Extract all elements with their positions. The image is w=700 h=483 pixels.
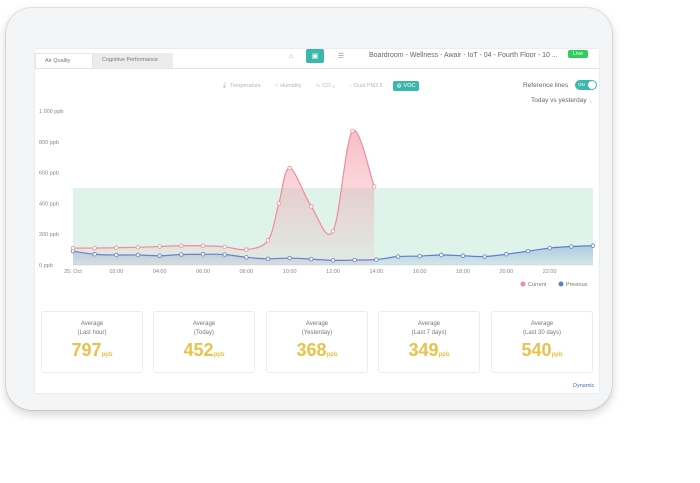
data-point-current [157,244,162,249]
data-point-previous [439,252,444,258]
x-tick-label: 06:00 [196,269,210,275]
comparison-dropdown[interactable]: Today vs yesterday ⌄ [531,97,593,104]
card-value: 349ppb [408,340,450,360]
card-value: 452ppb [183,340,225,360]
data-point-current [330,228,336,234]
data-point-previous [547,245,552,251]
x-tick-label: 10:00 [283,269,297,275]
reference-lines-toggle[interactable]: ON [575,80,597,90]
card-label: Average (Yesterday) [301,321,333,336]
data-point-current [287,165,292,171]
y-tick-label: 1 000 ppb [39,109,63,115]
card-label: Average (Today) [192,321,216,336]
data-point-previous [590,243,596,248]
tab-bar: Air Quality Cognitive Performance [35,53,173,69]
average-card-last-hour: Average (Last hour) 797ppb [41,311,143,373]
filter-dust[interactable]: ◌ Dust PM2.5 [348,83,383,89]
average-card-last-30-days: Average (Last 30 days) 540ppb [491,311,593,373]
filter-humidity[interactable]: ○ Humidity [274,83,302,89]
voc-icon: ◍ [396,83,402,89]
card-value: 540ppb [521,340,563,360]
card-label: Average (Last hour) [77,321,107,336]
data-point-previous [569,244,574,249]
y-tick-label: 800 ppb [39,140,59,146]
voc-chart: 1 000 ppb 800 ppb 600 ppb 400 ppb 200 ppb 0 p… [39,109,596,288]
data-point-current [135,245,141,250]
droplet-icon: ○ [274,83,279,89]
x-tick-label: 14:00 [369,269,383,275]
data-point-previous [395,254,401,259]
x-tick-label: 04:00 [153,269,167,275]
x-tick-label: 18:00 [456,269,470,275]
x-tick-label: 16:00 [413,269,427,275]
x-tick-label: 12:00 [326,269,340,275]
x-tick-label: 02:00 [109,269,123,275]
y-tick-label: 400 ppb [39,201,59,207]
y-tick-label: 200 ppb [39,232,59,238]
tab-air-quality[interactable]: Air Quality [35,53,93,69]
average-card-yesterday: Average (Yesterday) 368ppb [266,311,368,373]
data-point-current [350,128,355,134]
data-point-previous [482,254,487,259]
legend-label-previous: Previous [566,282,588,288]
card-label: Average (Last 30 days) [522,321,562,336]
x-tick-label: 08:00 [239,269,253,275]
average-card-last-7-days: Average (Last 7 days) 349ppb [378,311,480,373]
metric-filters: 🌡︎ Temperature ○ Humidity ∿ CO 2 ◌ Dust P… [217,81,420,91]
series-area-current [73,130,375,265]
card-value: 368ppb [296,340,338,360]
dashboard-screen: Air Quality Cognitive Performance ⌂ ▣ ☰ … [34,48,600,394]
x-tick-label: 20:00 [499,269,513,275]
filter-co2[interactable]: ∿ CO 2 [315,83,335,89]
y-tick-label: 600 ppb [39,171,59,177]
co2-icon: ∿ [315,83,321,89]
data-point-previous [525,248,531,254]
data-point-current [222,244,227,250]
legend-marker-previous [558,281,564,287]
data-point-previous [460,253,466,258]
legend-marker-current [520,281,526,287]
data-point-previous [417,253,422,259]
toggle-state: ON [578,82,585,87]
tablet-frame: Air Quality Cognitive Performance ⌂ ▣ ☰ … [6,8,612,410]
data-point-current [114,245,119,250]
data-point-current [200,243,206,248]
average-card-today: Average (Today) 452ppb [153,311,255,373]
card-value: 797ppb [71,340,113,360]
chevron-down-icon: ⌄ [588,98,593,104]
filter-temperature[interactable]: 🌡︎ Temperature [221,83,261,89]
device-title: Boardroom - Wellness - Awair - IoT - 04 … [369,52,558,59]
dynamic-label: Dynamic [573,383,595,389]
data-point-current [276,201,282,206]
home-icon[interactable]: ⌂ [288,52,294,60]
data-point-current [309,204,314,209]
tab-divider [35,68,599,69]
card-label: Average (Last 7 days) [411,321,447,336]
data-point-current [179,243,184,248]
data-point-current [371,184,377,189]
y-tick-label: 0 ppb [39,263,53,269]
x-tick-label: 25. Oct [64,269,82,275]
series-line-current [72,130,375,251]
x-tick-label: 22:00 [543,269,557,275]
filter-voc[interactable]: ◍ VOC [392,81,420,91]
data-point-previous [504,252,509,257]
data-point-current [265,238,271,243]
data-point-current [244,247,249,252]
dust-icon: ◌ [348,83,352,89]
toggle-knob [588,81,596,89]
comparison-label: Today vs yesterday [531,97,587,104]
sensor-icon[interactable]: ▣ [306,49,324,63]
thermometer-icon: 🌡︎ [221,83,228,89]
data-point-current [70,245,76,251]
reference-lines-label: Reference lines [523,82,569,89]
legend-label-current: Current [528,282,547,288]
data-point-current [92,245,97,251]
data-point-previous [374,257,379,262]
tab-cognitive-performance[interactable]: Cognitive Performance [93,53,173,68]
live-badge: Live [568,50,589,58]
list-icon[interactable]: ☰ [337,53,345,60]
